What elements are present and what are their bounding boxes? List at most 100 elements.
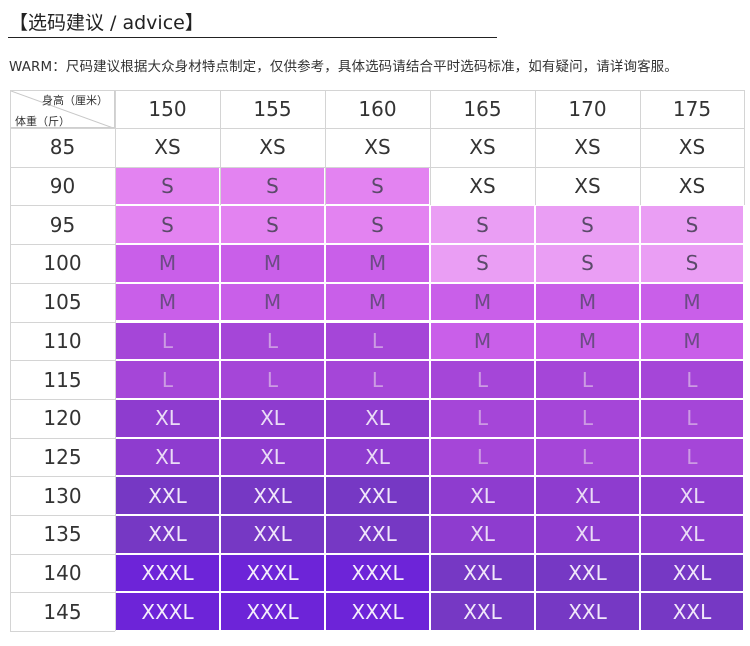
size-cell: XXL bbox=[641, 593, 743, 631]
table-column-divider bbox=[744, 90, 745, 206]
size-cell: XL bbox=[536, 516, 639, 553]
size-cell: S bbox=[641, 206, 743, 244]
height-axis-label: 身高（厘米） bbox=[42, 94, 108, 107]
size-cell: M bbox=[536, 283, 639, 321]
size-cell: L bbox=[326, 322, 429, 360]
size-cell: S bbox=[431, 206, 534, 244]
table-row-divider bbox=[10, 321, 115, 323]
size-cell: XL bbox=[641, 516, 743, 553]
size-cell: L bbox=[116, 322, 219, 360]
size-cell: S bbox=[221, 167, 324, 205]
size-advice-note: WARM：尺码建议根据大众身材特点制定，仅供参考，具体选码请结合平时选码标准，如… bbox=[9, 59, 678, 75]
size-cell: XS bbox=[220, 128, 325, 167]
table-row-divider bbox=[10, 360, 115, 362]
size-cell: XL bbox=[326, 399, 429, 437]
table-column-divider bbox=[220, 90, 221, 206]
size-cell: XXXL bbox=[116, 593, 219, 631]
height-header-cell: 170 bbox=[568, 97, 607, 121]
table-column-divider bbox=[640, 90, 641, 206]
size-cell: XL bbox=[221, 399, 324, 437]
size-cell: XXL bbox=[431, 593, 534, 631]
weight-cell: 135 bbox=[10, 515, 115, 554]
size-cell: XXL bbox=[221, 516, 324, 553]
table-column-divider bbox=[430, 90, 431, 206]
size-cell: L bbox=[431, 438, 534, 476]
size-cell: XXL bbox=[431, 554, 534, 592]
weight-cell: 100 bbox=[10, 244, 115, 283]
height-header-cell: 175 bbox=[672, 97, 712, 121]
height-header-cell: 150 bbox=[148, 97, 187, 121]
size-cell: XXL bbox=[221, 477, 324, 514]
size-cell: L bbox=[536, 399, 639, 437]
size-cell: L bbox=[326, 361, 429, 398]
size-cell: XS bbox=[535, 166, 640, 206]
weight-cell: 85 bbox=[10, 128, 115, 167]
table-row-divider bbox=[10, 631, 115, 633]
size-cell: XXL bbox=[116, 516, 219, 553]
size-cell: S bbox=[431, 245, 534, 282]
table-row-divider bbox=[115, 128, 744, 129]
size-cell: XXL bbox=[536, 554, 639, 592]
size-cell: L bbox=[221, 322, 324, 360]
table-row-divider bbox=[10, 205, 115, 207]
weight-cell: 105 bbox=[10, 282, 115, 322]
size-cell: XL bbox=[431, 516, 534, 553]
size-cell: S bbox=[641, 245, 743, 282]
size-cell: L bbox=[536, 438, 639, 476]
size-cell: M bbox=[641, 283, 743, 321]
weight-cell: 120 bbox=[10, 398, 115, 438]
size-cell: XXXL bbox=[221, 593, 324, 631]
table-border-top bbox=[10, 90, 744, 91]
size-cell: S bbox=[116, 167, 219, 205]
size-cell: L bbox=[536, 361, 639, 398]
size-cell: XS bbox=[430, 166, 535, 206]
title-underline bbox=[8, 37, 497, 38]
size-cell: L bbox=[641, 399, 743, 437]
weight-cell: 110 bbox=[10, 321, 115, 361]
size-cell: M bbox=[116, 245, 219, 282]
size-cell: M bbox=[221, 283, 324, 321]
weight-cell: 125 bbox=[10, 437, 115, 477]
weight-cell: 130 bbox=[10, 476, 115, 515]
table-row-divider bbox=[10, 398, 115, 400]
table-row-divider bbox=[10, 282, 115, 284]
height-header-cell: 155 bbox=[253, 97, 292, 121]
size-cell: XXXL bbox=[326, 554, 429, 592]
size-cell: XXXL bbox=[116, 554, 219, 592]
size-cell: S bbox=[536, 206, 639, 244]
table-column-divider bbox=[535, 90, 536, 206]
size-cell: M bbox=[431, 322, 534, 360]
table-row-divider bbox=[10, 515, 115, 516]
size-cell: L bbox=[641, 361, 743, 398]
size-cell: M bbox=[431, 283, 534, 321]
weight-cell: 140 bbox=[10, 553, 115, 593]
size-cell: S bbox=[326, 167, 429, 205]
table-row-divider bbox=[10, 128, 115, 129]
size-cell: L bbox=[431, 361, 534, 398]
size-cell: XL bbox=[431, 477, 534, 514]
table-corner-header: 身高（厘米） 体重（斤） bbox=[10, 90, 115, 128]
size-cell: L bbox=[641, 438, 743, 476]
size-cell: XS bbox=[640, 128, 744, 167]
table-row-divider bbox=[10, 244, 115, 246]
table-row-divider bbox=[10, 592, 115, 594]
table-row-divider bbox=[115, 166, 744, 168]
size-cell: L bbox=[116, 361, 219, 398]
size-cell: XS bbox=[325, 128, 430, 167]
table-column-divider bbox=[10, 90, 11, 632]
weight-cell: 115 bbox=[10, 360, 115, 399]
size-cell: XL bbox=[536, 477, 639, 514]
size-cell: L bbox=[431, 399, 534, 437]
table-row-divider bbox=[10, 476, 115, 478]
size-cell: L bbox=[221, 361, 324, 398]
size-cell: S bbox=[326, 206, 429, 244]
size-cell: XL bbox=[326, 438, 429, 476]
size-cell: S bbox=[536, 245, 639, 282]
size-cell: XL bbox=[641, 477, 743, 514]
size-cell: M bbox=[326, 283, 429, 321]
size-cell: XL bbox=[221, 438, 324, 476]
size-cell: XXXL bbox=[326, 593, 429, 631]
weight-cell: 95 bbox=[10, 205, 115, 245]
size-cell: M bbox=[116, 283, 219, 321]
size-cell: XS bbox=[640, 166, 744, 206]
